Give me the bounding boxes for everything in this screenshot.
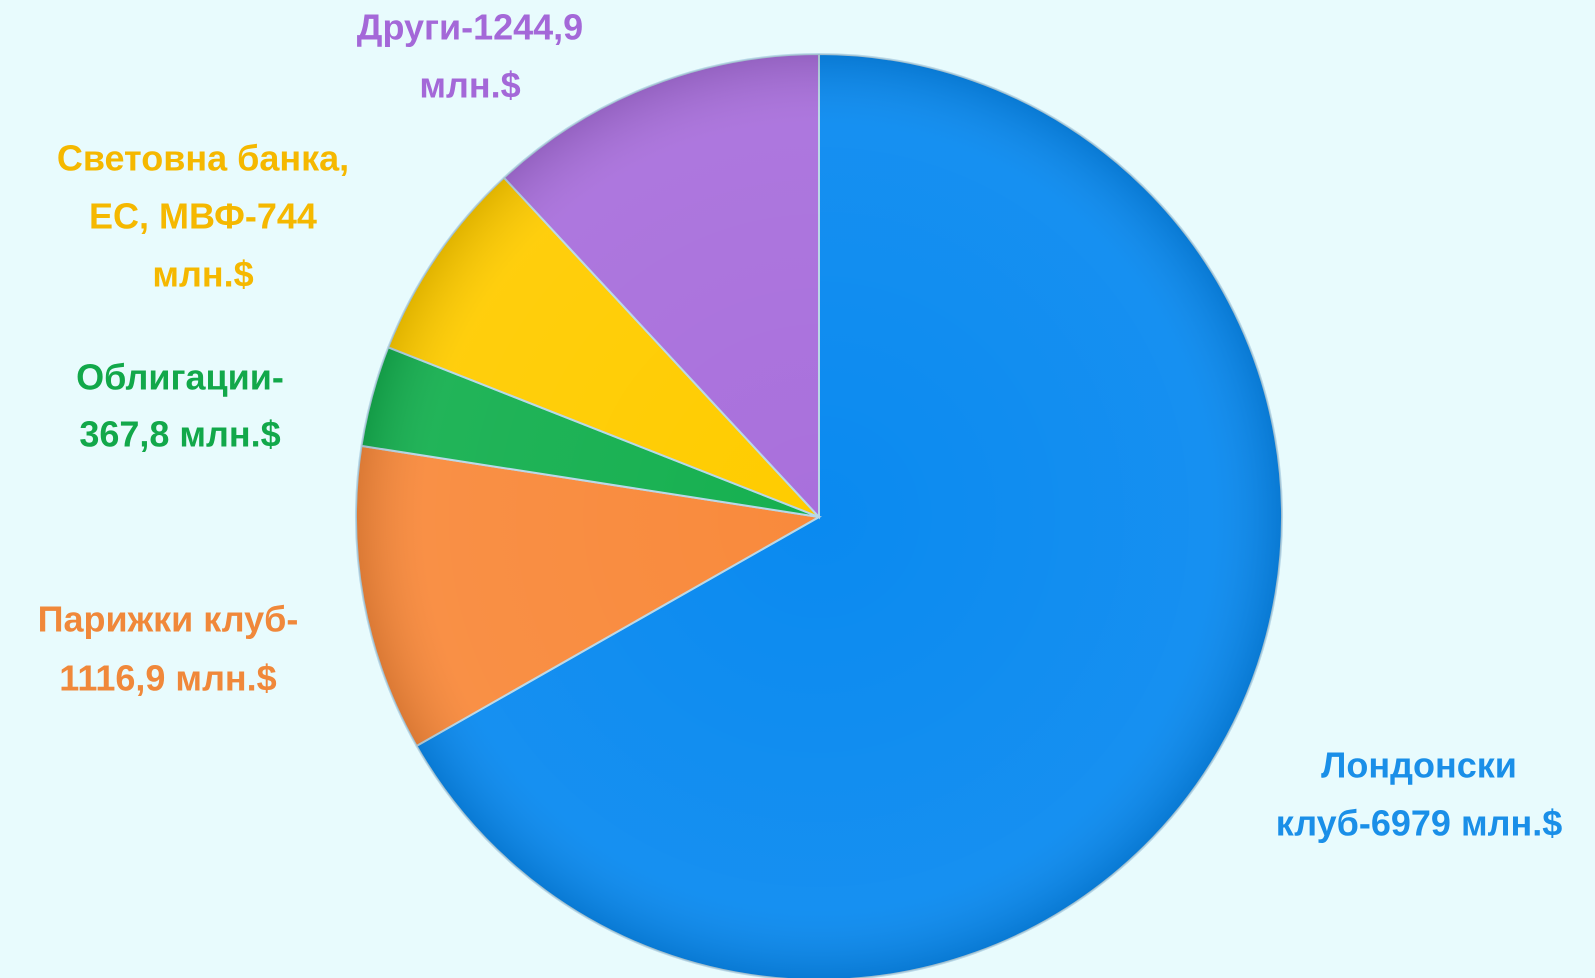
slice-label: Световна банка, [57,138,349,179]
slice-label: млн.$ [152,254,253,295]
slice-label: 1116,9 млн.$ [59,658,276,699]
slice-label: 367,8 млн.$ [79,414,280,455]
slice-label: млн.$ [419,65,520,106]
slice-label: Други-1244,9 [357,7,583,48]
slice-label: Парижки клуб- [38,599,299,640]
slice-label: ЕС, МВФ-744 [89,196,317,237]
pie [355,52,1283,978]
slice-label: Облигации- [76,357,284,398]
slice-label: Лондонски [1321,745,1517,786]
slice-label: клуб-6979 млн.$ [1276,803,1562,844]
